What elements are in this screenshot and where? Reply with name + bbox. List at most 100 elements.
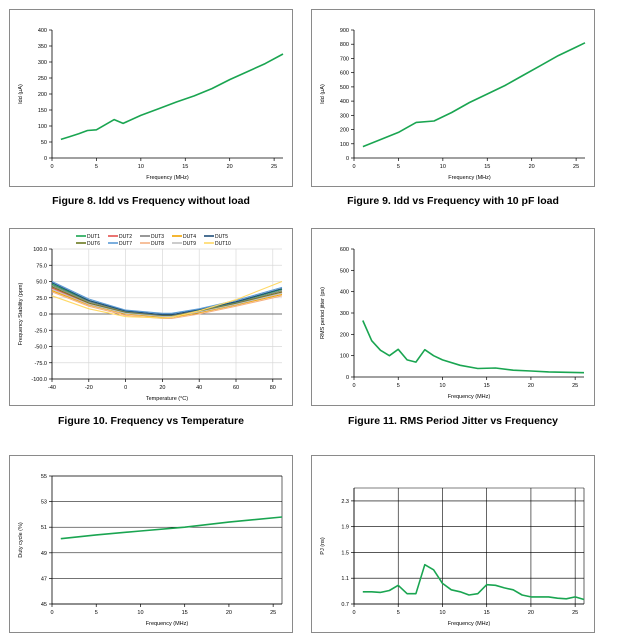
y-tick-label: 0.7 xyxy=(341,602,349,608)
y-tick-label: 55 xyxy=(41,474,47,480)
chart-panel-idd-10pf: 0 100 200 300 400 500 600 700 800 900 0 5 10 15 20 25 Fr… xyxy=(311,9,595,187)
x-tick-label: 5 xyxy=(397,164,400,170)
y-tick-label: 45 xyxy=(41,602,47,608)
y-tick-label: 49 xyxy=(41,551,47,557)
x-tick-label: 25 xyxy=(270,610,276,616)
y-tick-label: 100 xyxy=(340,142,349,148)
series-line-dut10 xyxy=(51,280,283,319)
legend-label: DUT8 xyxy=(151,241,164,247)
y-tick-label: 200 xyxy=(340,128,349,134)
x-tick-label: 60 xyxy=(233,385,239,391)
y-axis-label: Idd (µA) xyxy=(18,84,24,104)
y-tick-label: 300 xyxy=(38,60,47,66)
x-tick-label: 20 xyxy=(159,385,165,391)
y-tick-label: 600 xyxy=(340,71,349,77)
x-tick-label: 10 xyxy=(137,610,143,616)
legend-label: DUT3 xyxy=(151,234,164,240)
y-tick-label: 800 xyxy=(340,42,349,48)
y-tick-label: 400 xyxy=(340,99,349,105)
series-line-duty-cycle xyxy=(60,516,283,540)
y-tick-label: -25.0 xyxy=(34,328,47,334)
y-axis-label: Frequency Stability (ppm) xyxy=(18,283,24,346)
y-tick-label: 600 xyxy=(340,247,349,253)
x-tick-label: 10 xyxy=(440,164,446,170)
series-line-dut6 xyxy=(51,286,283,317)
x-tick-label: 0 xyxy=(50,610,53,616)
y-axis-label: Duty cycle (%) xyxy=(18,522,24,558)
y-tick-label: 100 xyxy=(340,354,349,360)
legend-label: DUT10 xyxy=(215,241,231,247)
chart-panel-duty-cycle: 45 47 49 51 53 55 0 5 10 15 20 25 Frequency (MHz) Dut… xyxy=(9,455,293,633)
x-tick-label: 20 xyxy=(529,164,535,170)
y-tick-label: -50.0 xyxy=(34,345,47,351)
y-tick-label: 75.0 xyxy=(36,263,47,269)
y-tick-label: 2.3 xyxy=(341,499,349,505)
chart-panel-rms-jitter: 0 100 200 300 400 500 600 0 5 10 15 20 25 Frequency (… xyxy=(311,228,595,406)
y-tick-label: 400 xyxy=(38,28,47,34)
legend-label: DUT2 xyxy=(119,234,132,240)
y-tick-label: -75.0 xyxy=(34,361,47,367)
y-tick-label: 1.1 xyxy=(341,576,349,582)
x-tick-label: 10 xyxy=(138,164,144,170)
x-tick-label: 25 xyxy=(573,164,579,170)
x-axis-label: Frequency (MHz) xyxy=(448,394,491,400)
x-axis-label: Frequency (MHz) xyxy=(448,175,491,181)
x-tick-label: 5 xyxy=(95,610,98,616)
y-tick-label: 200 xyxy=(340,332,349,338)
x-tick-label: -20 xyxy=(85,385,93,391)
x-tick-label: 20 xyxy=(227,164,233,170)
y-tick-label: 0 xyxy=(346,375,349,381)
legend-label: DUT5 xyxy=(215,234,228,240)
y-tick-label: 400 xyxy=(340,290,349,296)
y-tick-label: 51 xyxy=(41,525,47,531)
legend-label: DUT1 xyxy=(87,234,100,240)
y-tick-label: 0 xyxy=(346,156,349,162)
x-axis-label: Frequency (MHz) xyxy=(146,621,189,627)
x-tick-label: 5 xyxy=(397,610,400,616)
y-tick-label: 1.9 xyxy=(341,525,349,531)
series-line-dut8 xyxy=(51,291,283,320)
x-tick-label: 0 xyxy=(352,610,355,616)
y-tick-label: 50 xyxy=(41,140,47,146)
x-tick-label: 0 xyxy=(352,164,355,170)
caption-figure-8: Figure 8. Idd vs Frequency without load xyxy=(52,195,250,207)
chart-idd-no-load: 0 50 100 150 200 250 300 350 400 0 5 10 15 20 25 Freque… xyxy=(18,28,284,181)
x-tick-label: 10 xyxy=(439,383,445,389)
y-tick-label: 350 xyxy=(38,44,47,50)
y-tick-label: 500 xyxy=(340,268,349,274)
y-tick-label: 47 xyxy=(41,576,47,582)
legend-label: DUT7 xyxy=(119,241,132,247)
chart-rms-jitter: 0 100 200 300 400 500 600 0 5 10 15 20 25 Frequency (… xyxy=(320,247,585,400)
y-tick-label: 100.0 xyxy=(33,247,47,253)
x-tick-label: 20 xyxy=(528,383,534,389)
y-axis-label: RMS period jitter (ps) xyxy=(320,287,326,339)
chart-panel-pj: 0.7 1.1 1.5 1.9 2.3 0 5 10 15 20 25 Frequency (MHz)… xyxy=(311,455,595,633)
legend-label: DUT4 xyxy=(183,234,196,240)
chart-panel-idd-no-load: 0 50 100 150 200 250 300 350 400 0 5 10 15 20 25 Freque… xyxy=(9,9,293,187)
y-axis-label: PJ (ns) xyxy=(320,537,326,555)
series-line-jitter xyxy=(362,320,585,374)
x-tick-label: 25 xyxy=(271,164,277,170)
x-axis-label: Frequency (MHz) xyxy=(146,175,189,181)
y-tick-label: 25.0 xyxy=(36,296,47,302)
y-tick-label: 100 xyxy=(38,124,47,130)
chart-pj: 0.7 1.1 1.5 1.9 2.3 0 5 10 15 20 25 Frequency (MHz)… xyxy=(320,487,585,627)
x-tick-label: 25 xyxy=(572,383,578,389)
x-tick-label: 0 xyxy=(124,385,127,391)
y-tick-label: 53 xyxy=(41,500,47,506)
y-tick-label: 0.0 xyxy=(39,312,47,318)
legend-label: DUT9 xyxy=(183,241,196,247)
x-tick-label: 80 xyxy=(270,385,276,391)
x-tick-label: 5 xyxy=(397,383,400,389)
x-tick-label: 15 xyxy=(182,610,188,616)
y-tick-label: 200 xyxy=(38,92,47,98)
y-tick-label: 50.0 xyxy=(36,280,47,286)
x-tick-label: 5 xyxy=(95,164,98,170)
y-tick-label: -100.0 xyxy=(31,377,47,383)
y-tick-label: 300 xyxy=(340,113,349,119)
y-tick-label: 300 xyxy=(340,311,349,317)
series-line-dut5 xyxy=(51,282,283,316)
y-tick-label: 700 xyxy=(340,56,349,62)
x-tick-label: 10 xyxy=(439,610,445,616)
series-line-pj xyxy=(362,563,585,601)
